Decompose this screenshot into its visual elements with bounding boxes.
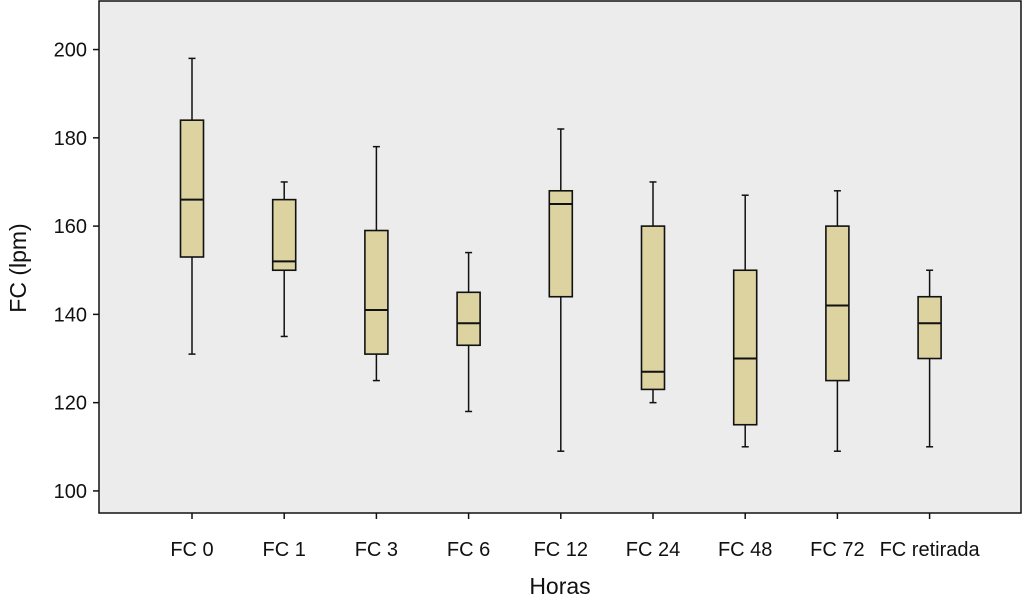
box-plot	[825, 190, 850, 452]
x-axis: FC 0 FC 1 FC 3 FC 6 FC 12 FC 24 FC 48 FC 72 FC r…	[170, 513, 980, 561]
box-plot	[364, 145, 389, 382]
box-plot	[179, 57, 205, 355]
x-tick-label: FC 1	[263, 539, 306, 561]
y-tick-label: 140	[54, 304, 87, 326]
box-plot	[732, 194, 758, 448]
iqr-box	[271, 198, 297, 272]
y-tick-label: 160	[54, 216, 87, 238]
x-tick-label: FC 0	[170, 539, 213, 561]
x-axis-title: Horas	[529, 573, 590, 599]
x-tick-label: FC 6	[447, 539, 490, 561]
iqr-box	[917, 295, 942, 360]
y-axis-title: FC (lpm)	[5, 223, 31, 312]
iqr-box	[640, 225, 666, 391]
y-tick-label: 120	[54, 393, 87, 415]
y-tick-label: 200	[54, 40, 87, 62]
boxes	[179, 57, 942, 452]
iqr-box	[364, 229, 389, 355]
box-plot	[271, 181, 297, 338]
box-plot	[456, 251, 481, 413]
iqr-box	[179, 119, 205, 258]
x-tick-label: FC 3	[355, 539, 398, 561]
y-tick-label: 100	[54, 481, 87, 503]
x-tick-label: FC retirada	[880, 539, 981, 561]
box-plot	[548, 128, 574, 452]
iqr-box	[732, 269, 758, 426]
x-tick-label: FC 48	[718, 539, 772, 561]
iqr-box	[456, 291, 481, 347]
box-plot	[917, 269, 942, 448]
y-axis: 100 120 140 160 180 200	[54, 40, 99, 503]
x-tick-label: FC 72	[810, 539, 864, 561]
x-tick-label: FC 12	[534, 539, 588, 561]
iqr-box	[825, 225, 850, 382]
x-tick-label: FC 24	[626, 539, 680, 561]
y-tick-label: 180	[54, 128, 87, 150]
iqr-box	[548, 189, 574, 298]
box-plot	[640, 181, 666, 404]
